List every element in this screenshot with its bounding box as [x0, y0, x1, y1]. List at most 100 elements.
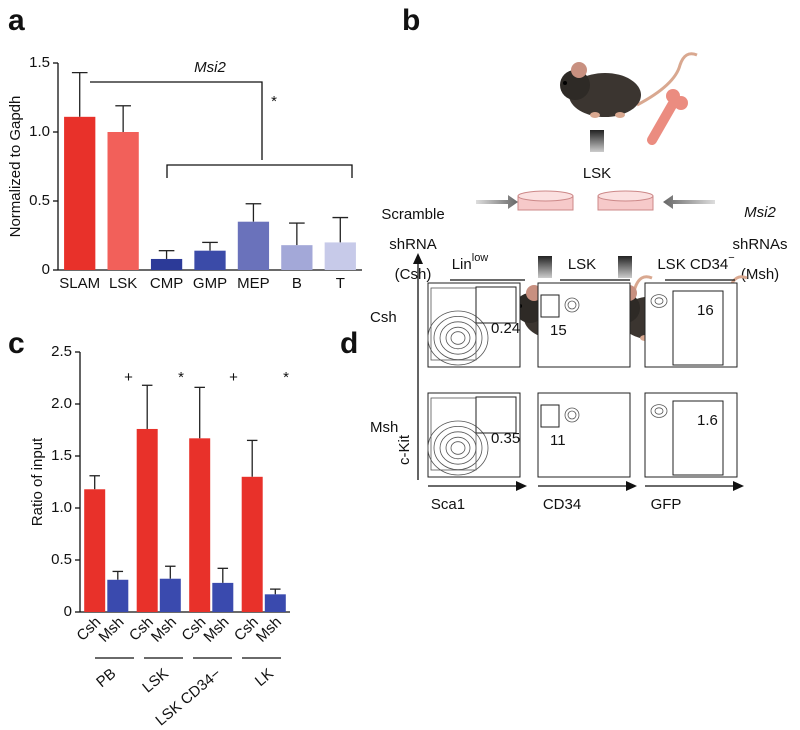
bar: [159, 578, 181, 612]
contour: [430, 397, 477, 471]
significance-bracket: [90, 81, 353, 178]
header-text: Lin: [452, 256, 472, 273]
x-tick-label: T: [336, 275, 345, 292]
significance: +: [229, 369, 238, 386]
x-tick-label: LSK: [109, 275, 137, 292]
significance: +: [124, 369, 133, 386]
bar: [64, 116, 96, 270]
axis-label: CD34: [543, 496, 581, 513]
contour: [450, 331, 466, 345]
flow-plot: [427, 392, 521, 478]
y-axis-label: Ratio of input: [29, 437, 46, 526]
contour: [654, 407, 664, 415]
arrow: [618, 256, 632, 278]
contour: [567, 300, 577, 310]
contour: [445, 326, 471, 350]
x-tick-label: CMP: [150, 275, 183, 292]
flow-plot: [537, 392, 631, 478]
bar: [241, 476, 263, 612]
x-tick-label: Msh: [200, 614, 232, 646]
panel-label: d: [340, 327, 358, 360]
y-tick-label: 1.0: [29, 123, 50, 140]
x-tick-label: MEP: [237, 275, 270, 292]
bar: [237, 221, 270, 270]
row-label: Csh: [370, 309, 397, 326]
gate-value: 15: [550, 322, 567, 339]
diagram-label: (Msh): [741, 266, 779, 283]
y-tick-label: 0: [42, 261, 50, 278]
row-label: Msh: [370, 419, 398, 436]
contour: [450, 441, 466, 455]
contour: [564, 407, 580, 423]
flow-plot: [537, 282, 631, 368]
group-label: PB: [93, 665, 119, 691]
flow-axis: [413, 253, 744, 491]
contour: [445, 436, 471, 460]
contour: [564, 297, 580, 313]
bar: [264, 594, 286, 612]
axis-label: c-Kit: [396, 434, 413, 465]
panel-label: b: [402, 4, 420, 37]
bar: [107, 579, 129, 612]
y-tick-label: 0.5: [51, 551, 72, 568]
contour: [427, 420, 489, 476]
y-axis-label: Normalized to Gapdh: [7, 96, 24, 238]
gene-label: Msi2: [194, 59, 226, 76]
significance: *: [283, 369, 289, 386]
column-header: LSK: [568, 256, 596, 273]
contour: [567, 410, 577, 420]
bar: [107, 132, 139, 270]
diagram-label: LSK: [583, 165, 611, 182]
contour: [430, 287, 477, 361]
bar: [189, 438, 211, 612]
gate: [672, 290, 724, 366]
y-tick-label: 1.0: [51, 499, 72, 516]
bar: [84, 489, 106, 612]
gate-value: 11: [550, 432, 566, 449]
bone: [647, 89, 688, 145]
gate: [540, 404, 560, 428]
diagram-label: Scramble: [381, 206, 444, 223]
bar: [194, 250, 226, 270]
significance: *: [178, 369, 184, 386]
column-header: LSK CD34−: [657, 252, 734, 273]
contour: [427, 310, 489, 366]
x-tick-label: Msh: [253, 614, 285, 646]
flow-plots: 0.24 15 16 0.35 11 1.6: [427, 282, 738, 478]
panel-label: a: [8, 4, 25, 37]
arrow: [538, 256, 552, 278]
gate-value: 16: [697, 302, 714, 319]
x-tick-label: B: [292, 275, 302, 292]
gate: [540, 294, 560, 318]
panel-label: c: [8, 327, 25, 360]
gate-value: 0.35: [491, 430, 520, 447]
arrow: [590, 130, 604, 152]
x-tick-label: Msh: [148, 614, 180, 646]
x-tick-label: GMP: [193, 275, 227, 292]
flow-plot: [644, 282, 738, 368]
group-label: LK: [252, 665, 277, 690]
x-tick-label: SLAM: [59, 275, 100, 292]
y-tick-label: 0.5: [29, 192, 50, 209]
header-sup: low: [472, 252, 489, 264]
y-tick-label: 1.5: [51, 447, 72, 464]
bar: [281, 245, 313, 270]
gate-value: 1.6: [697, 412, 718, 429]
column-header: Linlow: [452, 252, 489, 273]
arrow: [663, 195, 715, 209]
header-sup: −: [728, 252, 734, 264]
bar: [324, 242, 356, 270]
dish: [517, 190, 654, 211]
significance: *: [271, 93, 277, 110]
flow-plot: [644, 392, 738, 478]
diagram-label: shRNA: [389, 236, 437, 253]
bar: [150, 258, 183, 270]
x-tick-label: Msh: [95, 614, 127, 646]
diagram-label: shRNAs: [732, 236, 787, 253]
bar: [212, 582, 234, 612]
diagram-label: Msi2: [744, 204, 776, 221]
axis-label: Sca1: [431, 496, 465, 513]
gate: [475, 396, 517, 434]
header-text: LSK CD34: [657, 256, 728, 273]
arrow: [476, 195, 518, 209]
